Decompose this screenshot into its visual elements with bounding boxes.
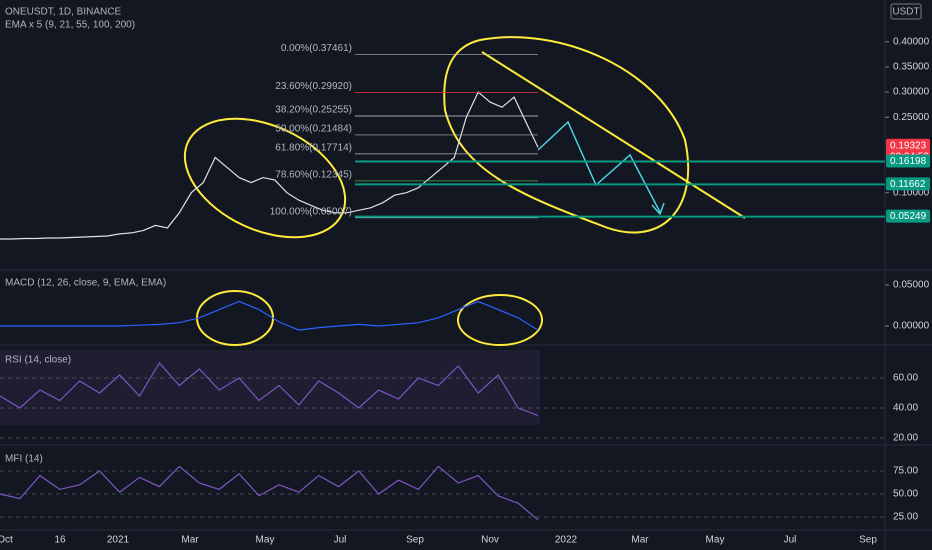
x-tick-label: Mar bbox=[631, 535, 649, 546]
y-tick-label: 0.05000 bbox=[893, 280, 930, 291]
y-tick-label: 50.00 bbox=[893, 489, 918, 500]
symbol: ONEUSDT, 1D, BINANCE bbox=[5, 7, 121, 18]
rsi-line bbox=[0, 361, 539, 417]
price-tag-label: 0.05249 bbox=[890, 211, 927, 222]
x-tick-label: Oct bbox=[0, 535, 13, 546]
y-tick-label: 60.00 bbox=[893, 373, 918, 384]
y-tick-label: 0.00000 bbox=[893, 321, 930, 332]
x-tick-label: Nov bbox=[481, 535, 499, 546]
fib-label: 100.00%(0.05007) bbox=[270, 206, 352, 217]
x-tick-label: Mar bbox=[181, 535, 199, 546]
currency-box[interactable] bbox=[890, 3, 922, 20]
x-tick-label: Jul bbox=[334, 535, 347, 546]
y-tick-label: 0.10000 bbox=[893, 187, 930, 198]
mfi-line bbox=[0, 465, 539, 521]
price-tag bbox=[886, 209, 930, 223]
y-tick-label: 20.00 bbox=[893, 433, 918, 444]
x-tick-label: May bbox=[256, 535, 275, 546]
price-line bbox=[0, 91, 539, 240]
y-tick-label: 0.25000 bbox=[893, 112, 930, 123]
x-tick-label: Sep bbox=[406, 535, 424, 546]
macd-line bbox=[0, 300, 539, 331]
mfi-label: MFI (14) bbox=[5, 454, 43, 465]
fib-label: 61.80%(0.17714) bbox=[275, 143, 352, 154]
projection bbox=[537, 120, 665, 216]
macd-label: MACD (12, 26, close, 9, EMA, EMA) bbox=[5, 278, 166, 289]
fib-label: 78.60%(0.12345) bbox=[275, 170, 352, 181]
indicator: EMA x 5 (9, 21, 55, 100, 200) bbox=[5, 20, 135, 31]
fib-label: 50.00%(0.21484) bbox=[275, 124, 352, 135]
y-tick-label: 0.40000 bbox=[893, 36, 930, 47]
price-tag bbox=[886, 154, 930, 168]
x-tick-label: Sep bbox=[859, 535, 877, 546]
price-tag bbox=[886, 177, 930, 191]
rsi-label: RSI (14, close) bbox=[5, 355, 71, 366]
price-tag-label: 0.19323 bbox=[890, 140, 927, 151]
fib-label: 0.00%(0.37461) bbox=[281, 43, 352, 54]
x-tick-label: May bbox=[706, 535, 725, 546]
y-tick-label: 0.30000 bbox=[893, 87, 930, 98]
x-tick-label: 2022 bbox=[555, 535, 578, 546]
fib-label: 38.20%(0.25255) bbox=[275, 105, 352, 116]
price-tag-label: 0.11662 bbox=[890, 179, 926, 190]
fib-label: 23.60%(0.29920) bbox=[275, 81, 352, 92]
x-tick-label: 2021 bbox=[107, 535, 130, 546]
x-tick-label: 16 bbox=[54, 535, 66, 546]
annotations bbox=[183, 36, 746, 346]
y-tick-label: 0.35000 bbox=[893, 62, 930, 73]
y-tick-label: 40.00 bbox=[893, 403, 918, 414]
y-tick-label: 25.00 bbox=[893, 512, 918, 523]
price-tag-label: 0.16198 bbox=[890, 156, 927, 167]
x-tick-label: Jul bbox=[784, 535, 797, 546]
currency[interactable]: USDT bbox=[892, 7, 919, 18]
y-tick-label: 75.00 bbox=[893, 466, 918, 477]
rsi-band bbox=[0, 350, 540, 425]
